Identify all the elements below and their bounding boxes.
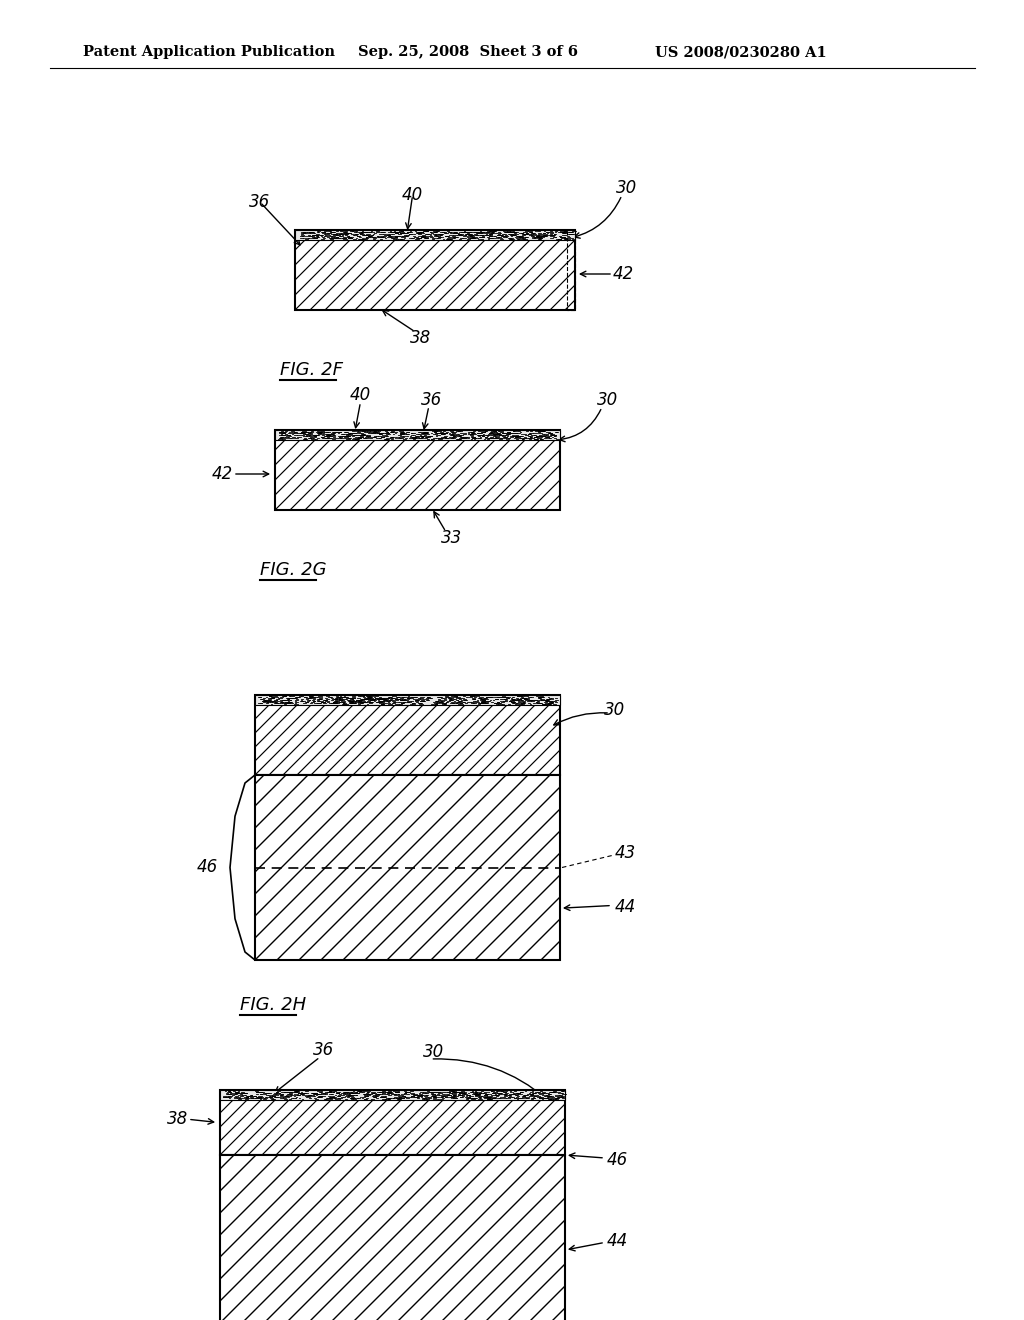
- Text: 30: 30: [423, 1043, 444, 1061]
- Text: 36: 36: [313, 1041, 334, 1059]
- Bar: [567, 230, 575, 310]
- Text: 30: 30: [604, 701, 626, 719]
- Text: Sep. 25, 2008  Sheet 3 of 6: Sep. 25, 2008 Sheet 3 of 6: [358, 45, 578, 59]
- Text: FIG. 2H: FIG. 2H: [240, 997, 306, 1014]
- Text: 43: 43: [615, 843, 636, 862]
- Text: 46: 46: [607, 1151, 629, 1170]
- Text: 33: 33: [441, 529, 462, 546]
- Text: 40: 40: [402, 186, 423, 205]
- Text: 44: 44: [615, 899, 636, 916]
- Bar: [295, 230, 575, 310]
- Text: 36: 36: [250, 193, 270, 211]
- Text: 46: 46: [197, 858, 218, 876]
- Bar: [275, 430, 560, 440]
- Bar: [275, 430, 560, 510]
- Text: 30: 30: [616, 180, 638, 197]
- Bar: [295, 230, 575, 240]
- Bar: [220, 1155, 565, 1320]
- Bar: [255, 696, 560, 775]
- Text: 40: 40: [350, 385, 371, 404]
- Bar: [255, 775, 560, 960]
- Text: 30: 30: [597, 391, 618, 409]
- Text: 36: 36: [421, 391, 442, 409]
- Text: 38: 38: [167, 1110, 188, 1129]
- Text: FIG. 2F: FIG. 2F: [280, 360, 343, 379]
- Bar: [255, 696, 560, 705]
- Text: 38: 38: [411, 329, 432, 347]
- Text: US 2008/0230280 A1: US 2008/0230280 A1: [655, 45, 826, 59]
- Bar: [220, 1090, 565, 1155]
- Bar: [220, 1090, 565, 1100]
- Text: 44: 44: [607, 1232, 629, 1250]
- Text: 42: 42: [613, 265, 634, 282]
- Text: FIG. 2G: FIG. 2G: [260, 561, 327, 579]
- Text: Patent Application Publication: Patent Application Publication: [83, 45, 335, 59]
- Text: 42: 42: [212, 465, 233, 483]
